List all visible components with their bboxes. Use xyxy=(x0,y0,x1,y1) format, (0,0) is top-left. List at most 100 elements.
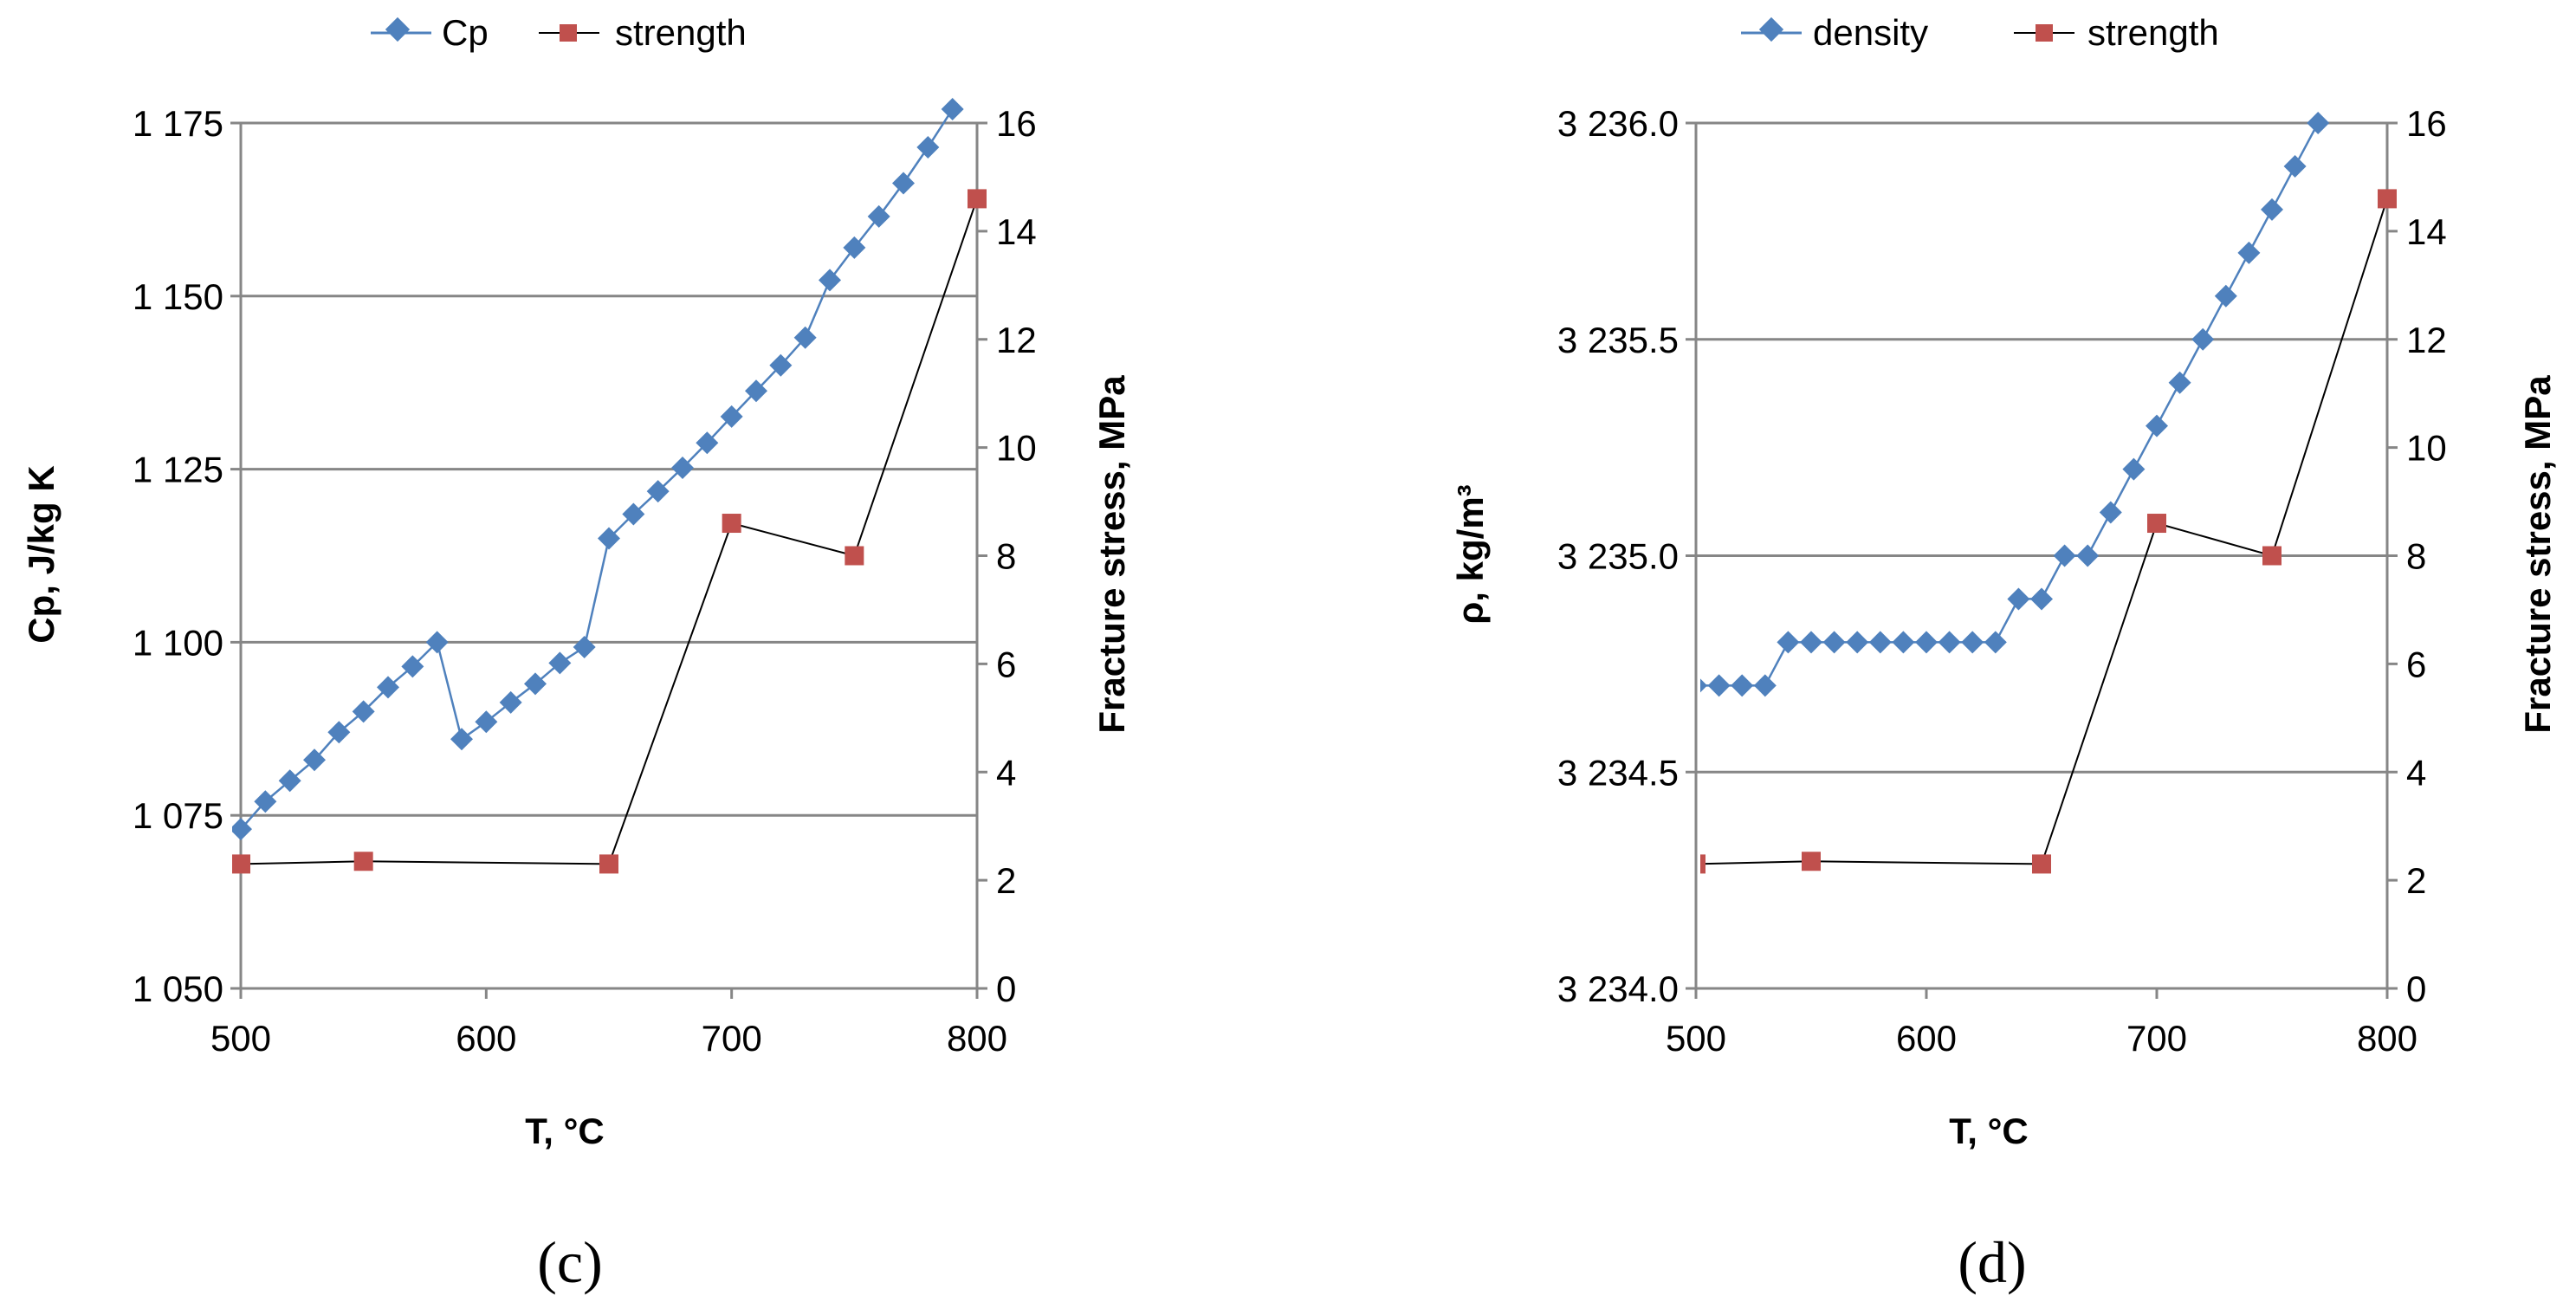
legend-density-label: density xyxy=(1813,12,1928,53)
Cp-point xyxy=(278,769,301,793)
density-point xyxy=(2053,544,2076,567)
y-right-tick-label: 4 xyxy=(2406,752,2426,793)
y-left-tick-label: 1 050 xyxy=(133,968,223,1009)
x-axis-title: T, °C xyxy=(1949,1111,2028,1151)
strength-point xyxy=(2032,854,2051,874)
Cp-point xyxy=(696,431,719,455)
y-axis-right-title: Fracture stress, MPa xyxy=(1091,375,1132,734)
density-point xyxy=(1822,631,1846,654)
Cp-point xyxy=(720,405,743,428)
tick-labels: 3 234.0 3 234.5 3 235.0 3 235.5 3 236.0 0 2 4 6 8… xyxy=(1557,103,2447,1059)
Cp-point xyxy=(401,655,424,678)
y-left-tick-label: 1 100 xyxy=(133,622,223,663)
strength-point xyxy=(722,514,741,534)
Cp-point xyxy=(475,710,498,734)
chart-panel-d: 3 234.0 3 234.5 3 235.0 3 235.5 3 236.0 0 2 4 6 8… xyxy=(1450,12,2558,1295)
Cp-point xyxy=(524,672,547,696)
x-tick-label: 600 xyxy=(456,1018,516,1059)
y-right-tick-label: 12 xyxy=(996,320,1037,360)
density-point xyxy=(2099,501,2122,524)
density-point xyxy=(2076,544,2100,567)
strength-point xyxy=(232,854,250,874)
panel-label-c: (c) xyxy=(537,1229,602,1295)
strength-point xyxy=(2378,189,2397,209)
strength-point xyxy=(2262,546,2282,566)
y-left-tick-label: 1 075 xyxy=(133,795,223,836)
Cp-point xyxy=(425,631,449,654)
density-point xyxy=(1800,631,1822,654)
strength-series-line xyxy=(240,198,978,865)
Cp-point xyxy=(622,502,645,526)
Cp-point xyxy=(941,98,964,121)
data-series xyxy=(1700,112,2397,874)
y-left-tick-label: 1 175 xyxy=(133,103,223,144)
data-series xyxy=(232,98,987,874)
density-point xyxy=(2007,587,2030,611)
Cp-point xyxy=(232,818,252,841)
density-point xyxy=(2307,112,2330,134)
Cp-point xyxy=(303,748,326,772)
x-tick-label: 800 xyxy=(947,1018,1007,1059)
y-right-tick-label: 0 xyxy=(2406,968,2426,1009)
Cp-point xyxy=(867,204,890,228)
density-point xyxy=(1892,631,1915,654)
Cp-point xyxy=(573,635,596,658)
y-left-tick-label: 3 236.0 xyxy=(1557,103,1679,144)
density-point xyxy=(2168,371,2191,394)
y-right-tick-label: 2 xyxy=(2406,860,2426,901)
legend: density strength xyxy=(1741,12,2219,53)
y-left-tick-label: 3 234.0 xyxy=(1557,968,1679,1009)
y-left-tick-label: 3 235.0 xyxy=(1557,536,1679,577)
legend-strength-label: strength xyxy=(2087,12,2219,53)
y-right-tick-label: 10 xyxy=(2406,428,2447,469)
y-right-tick-label: 6 xyxy=(996,644,1016,684)
density-point xyxy=(2030,587,2053,611)
density-point xyxy=(1731,674,1754,697)
grid-lines xyxy=(241,121,977,817)
x-tick-label: 800 xyxy=(2357,1018,2417,1059)
y-axis-left-title: Cp, J/kg K xyxy=(21,465,61,643)
Cp-point xyxy=(646,480,670,503)
Cp-point xyxy=(450,728,473,751)
legend-cp-marker xyxy=(385,16,411,42)
y-right-tick-label: 14 xyxy=(2406,211,2447,252)
y-right-tick-label: 10 xyxy=(996,428,1037,469)
legend: Cp strength xyxy=(371,12,747,53)
plot-axes xyxy=(230,121,987,999)
Cp-point xyxy=(892,172,915,195)
Cp-point xyxy=(819,269,841,292)
strength-point xyxy=(1700,854,1705,874)
tick-labels: 1 050 1 075 1 100 1 125 1 150 1 175 0 2 4 6 8 10 12 1… xyxy=(133,103,1037,1059)
legend-strength-label: strength xyxy=(615,12,747,53)
y-right-tick-label: 6 xyxy=(2406,644,2426,684)
density-point xyxy=(1707,674,1731,697)
Cp-point xyxy=(327,721,351,744)
y-right-tick-label: 4 xyxy=(996,752,1016,793)
legend-strength-marker xyxy=(2036,24,2053,42)
density-point xyxy=(2191,327,2215,351)
density-point xyxy=(1846,631,1869,654)
density-point xyxy=(2283,154,2307,178)
Cp-point xyxy=(843,236,866,259)
x-tick-label: 500 xyxy=(1666,1018,1726,1059)
Cp-point xyxy=(598,527,620,550)
y-left-tick-label: 1 125 xyxy=(133,450,223,490)
y-right-tick-label: 14 xyxy=(996,211,1037,252)
y-left-tick-label: 1 150 xyxy=(133,276,223,317)
density-point xyxy=(1777,631,1800,654)
strength-point xyxy=(2147,514,2166,534)
Cp-point xyxy=(548,651,572,675)
legend-strength-marker xyxy=(560,24,577,42)
y-right-tick-label: 8 xyxy=(996,536,1016,577)
Cp-point xyxy=(745,379,767,403)
legend-density-marker xyxy=(1758,16,1784,42)
density-point xyxy=(1915,631,1938,654)
strength-point xyxy=(968,189,987,209)
density-point xyxy=(2214,284,2237,308)
chart-panel-c: 1 050 1 075 1 100 1 125 1 150 1 175 0 2 4 6 8 10 12 1… xyxy=(21,12,1132,1295)
y-left-tick-label: 3 234.5 xyxy=(1557,752,1679,793)
y-right-tick-label: 8 xyxy=(2406,536,2426,577)
density-point xyxy=(2237,241,2261,264)
strength-point xyxy=(845,546,864,566)
